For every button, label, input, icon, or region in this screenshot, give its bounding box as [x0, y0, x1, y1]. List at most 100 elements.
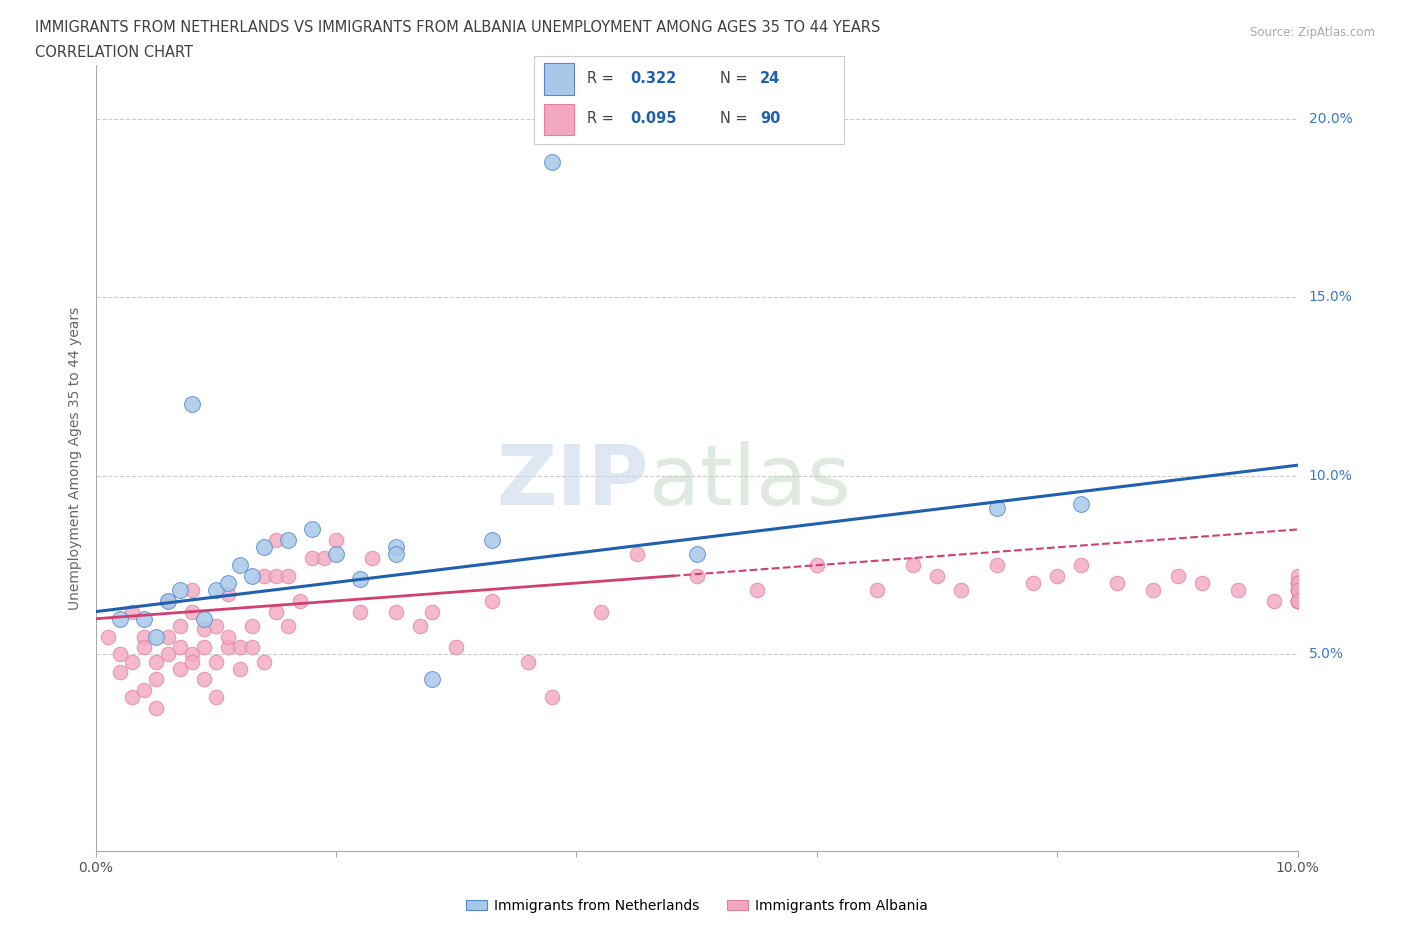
Point	[325, 547, 347, 562]
Point	[626, 547, 648, 562]
Text: CORRELATION CHART: CORRELATION CHART	[35, 45, 193, 60]
Point	[145, 672, 167, 687]
Point	[927, 568, 949, 583]
Point	[229, 661, 252, 676]
Point	[240, 640, 263, 655]
Point	[205, 618, 228, 633]
Point	[180, 397, 202, 412]
Point	[180, 583, 202, 598]
Point	[169, 583, 191, 598]
Text: R =: R =	[586, 112, 619, 126]
Point	[205, 583, 228, 598]
Point	[156, 593, 179, 608]
Text: 5.0%: 5.0%	[1309, 647, 1344, 661]
Point	[132, 640, 155, 655]
Point	[986, 558, 1008, 573]
Text: 20.0%: 20.0%	[1309, 112, 1353, 126]
Point	[866, 583, 889, 598]
Point	[180, 604, 202, 619]
Point	[950, 583, 973, 598]
Point	[229, 640, 252, 655]
Point	[169, 618, 191, 633]
Text: N =: N =	[720, 71, 752, 86]
Point	[1286, 576, 1309, 591]
Point	[1286, 583, 1309, 598]
Point	[108, 611, 131, 626]
Text: R =: R =	[586, 71, 619, 86]
Point	[1107, 576, 1129, 591]
Point	[686, 568, 709, 583]
Point	[1263, 593, 1285, 608]
Point	[349, 572, 371, 587]
Point	[1286, 593, 1309, 608]
Point	[409, 618, 432, 633]
Point	[156, 593, 179, 608]
Bar	[544, 63, 575, 95]
Point	[169, 640, 191, 655]
Point	[1167, 568, 1189, 583]
Point	[121, 604, 143, 619]
Legend: Immigrants from Netherlands, Immigrants from Albania: Immigrants from Netherlands, Immigrants …	[460, 894, 934, 919]
Point	[385, 540, 408, 555]
Point	[1286, 576, 1309, 591]
Point	[264, 568, 287, 583]
Point	[481, 533, 503, 548]
Point	[253, 568, 276, 583]
Point	[217, 586, 239, 601]
Point	[420, 604, 443, 619]
Point	[205, 654, 228, 669]
Point	[541, 690, 564, 705]
Point	[264, 533, 287, 548]
Point	[1142, 583, 1164, 598]
Point	[132, 683, 155, 698]
Point	[1046, 568, 1069, 583]
Point	[745, 583, 768, 598]
Point	[277, 618, 299, 633]
Text: 0.322: 0.322	[630, 71, 676, 86]
Point	[385, 604, 408, 619]
Point	[277, 533, 299, 548]
Point	[217, 640, 239, 655]
Point	[1226, 583, 1249, 598]
Point	[541, 154, 564, 169]
Point	[193, 672, 215, 687]
Bar	[544, 103, 575, 136]
Point	[156, 647, 179, 662]
Point	[301, 551, 323, 565]
Point	[217, 576, 239, 591]
Point	[121, 690, 143, 705]
Point	[108, 665, 131, 680]
Point	[517, 654, 540, 669]
Point	[169, 661, 191, 676]
Point	[325, 533, 347, 548]
Point	[156, 630, 179, 644]
Point	[240, 618, 263, 633]
Point	[1286, 576, 1309, 591]
Point	[901, 558, 924, 573]
Point	[385, 547, 408, 562]
Text: IMMIGRANTS FROM NETHERLANDS VS IMMIGRANTS FROM ALBANIA UNEMPLOYMENT AMONG AGES 3: IMMIGRANTS FROM NETHERLANDS VS IMMIGRANT…	[35, 20, 880, 35]
Point	[193, 611, 215, 626]
Point	[253, 654, 276, 669]
Text: 10.0%: 10.0%	[1309, 469, 1353, 483]
Point	[132, 630, 155, 644]
Point	[1286, 593, 1309, 608]
Point	[145, 700, 167, 715]
Point	[180, 647, 202, 662]
Point	[277, 568, 299, 583]
Point	[301, 522, 323, 537]
Point	[288, 593, 311, 608]
Point	[589, 604, 612, 619]
Point	[193, 622, 215, 637]
Point	[420, 672, 443, 687]
Point	[349, 604, 371, 619]
Point	[1286, 583, 1309, 598]
Point	[97, 630, 120, 644]
Text: 90: 90	[761, 112, 780, 126]
Text: Source: ZipAtlas.com: Source: ZipAtlas.com	[1250, 26, 1375, 39]
Text: atlas: atlas	[648, 441, 851, 522]
Point	[253, 540, 276, 555]
Point	[205, 690, 228, 705]
Point	[229, 558, 252, 573]
Text: ZIP: ZIP	[496, 441, 648, 522]
